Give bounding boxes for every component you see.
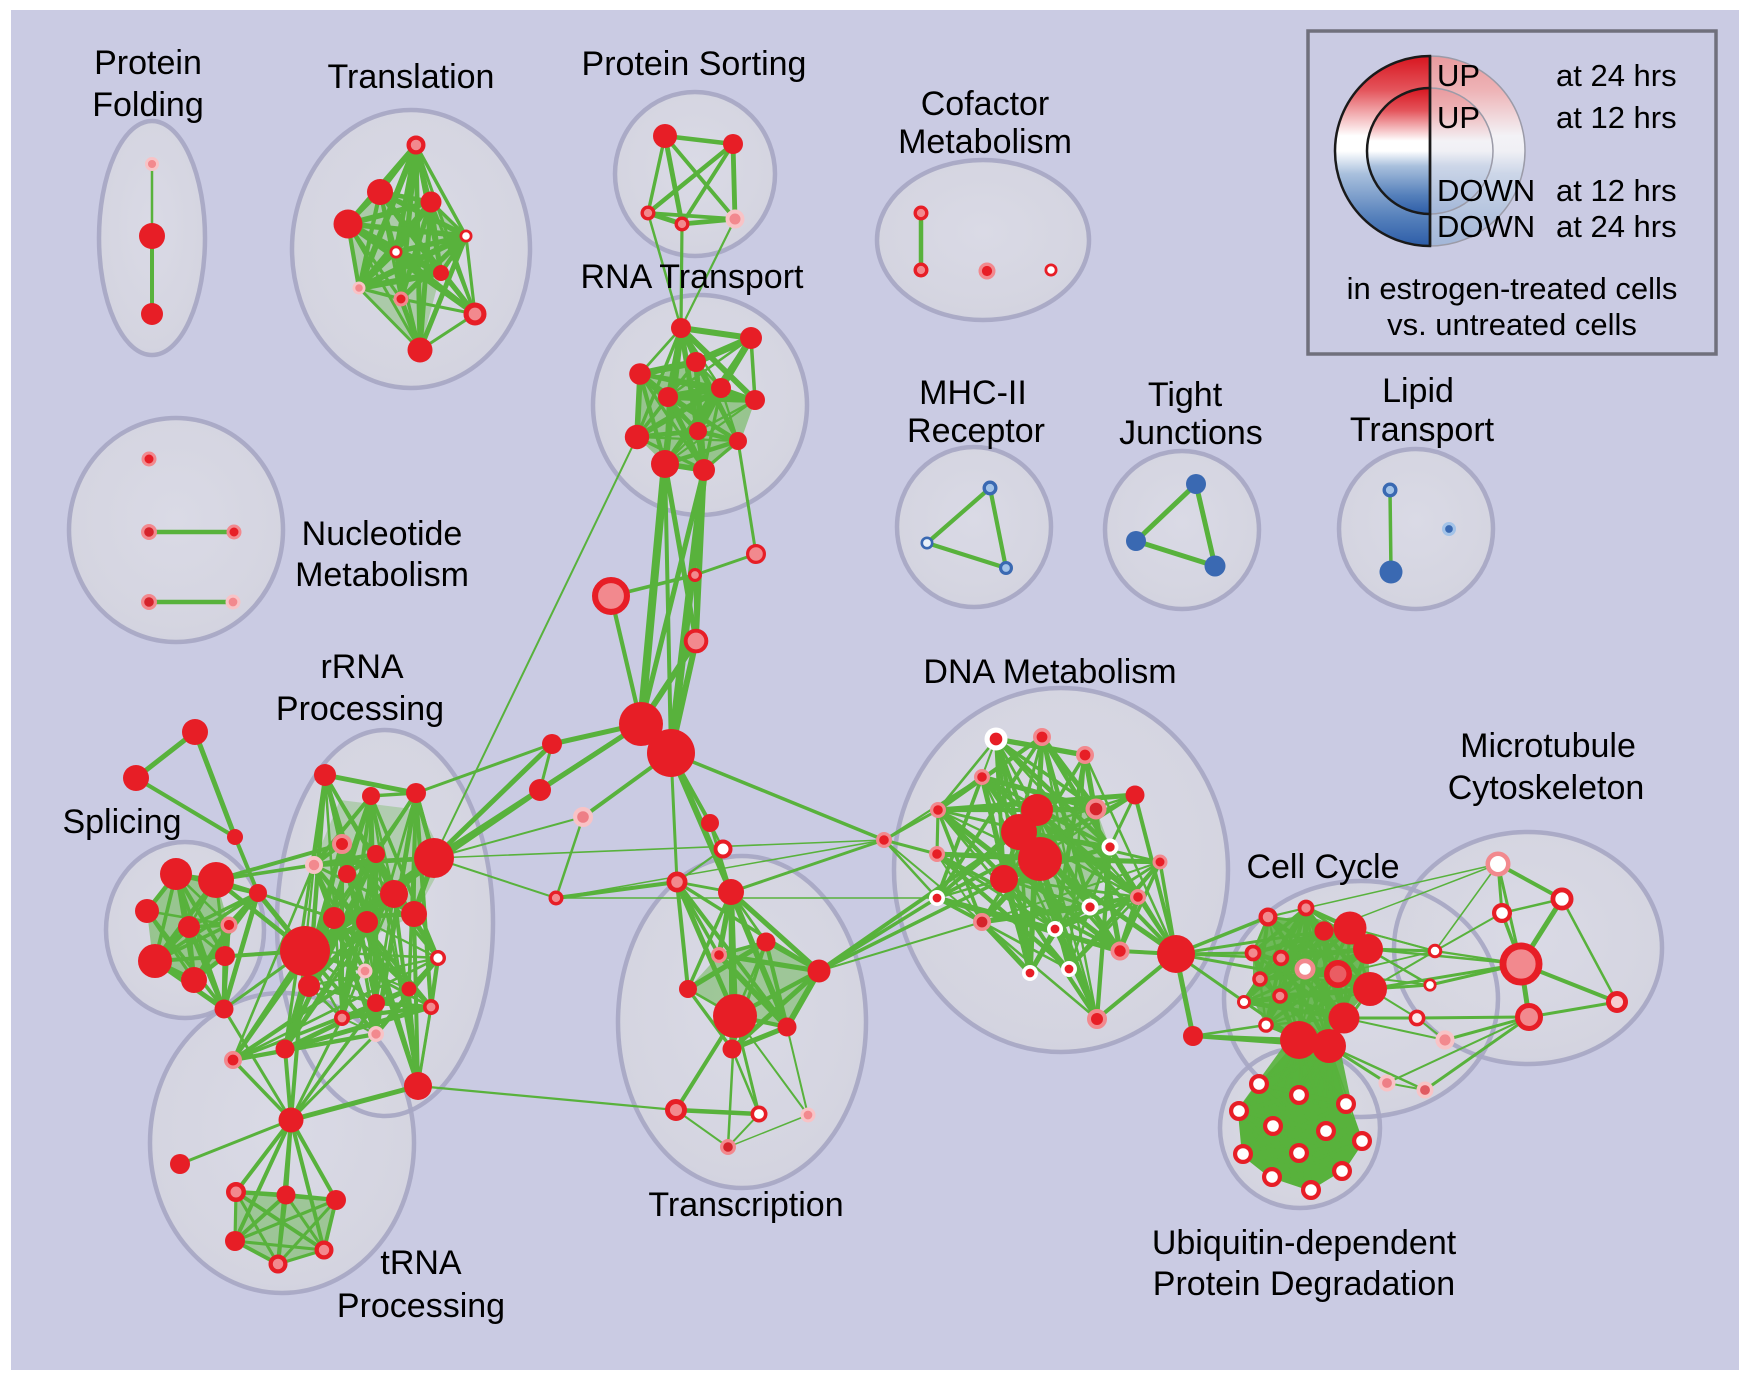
- svg-text:DOWN: DOWN: [1437, 209, 1535, 244]
- svg-text:Transport: Transport: [1350, 411, 1495, 449]
- svg-text:Folding: Folding: [92, 86, 204, 124]
- svg-text:Lipid: Lipid: [1382, 372, 1454, 410]
- svg-text:at 12 hrs: at 12 hrs: [1556, 173, 1677, 208]
- svg-text:tRNA: tRNA: [380, 1244, 462, 1282]
- svg-text:Metabolism: Metabolism: [898, 123, 1072, 161]
- svg-text:Cytoskeleton: Cytoskeleton: [1448, 769, 1645, 807]
- svg-text:Nucleotide: Nucleotide: [302, 515, 463, 553]
- svg-text:at 12 hrs: at 12 hrs: [1556, 100, 1677, 135]
- svg-text:Protein Sorting: Protein Sorting: [582, 45, 807, 83]
- svg-text:Transcription: Transcription: [648, 1186, 843, 1224]
- svg-text:DNA Metabolism: DNA Metabolism: [923, 653, 1176, 691]
- svg-text:Tight: Tight: [1148, 376, 1223, 414]
- svg-text:at 24 hrs: at 24 hrs: [1556, 58, 1677, 93]
- svg-text:RNA Transport: RNA Transport: [581, 258, 805, 296]
- svg-text:Processing: Processing: [276, 690, 444, 728]
- svg-text:Protein: Protein: [94, 44, 202, 82]
- svg-text:Cofactor: Cofactor: [921, 85, 1050, 123]
- svg-text:UP: UP: [1437, 100, 1480, 135]
- svg-text:Receptor: Receptor: [907, 412, 1045, 450]
- svg-text:UP: UP: [1437, 58, 1480, 93]
- svg-text:vs. untreated cells: vs. untreated cells: [1387, 307, 1637, 342]
- svg-text:Microtubule: Microtubule: [1460, 727, 1636, 765]
- svg-text:Junctions: Junctions: [1119, 414, 1263, 452]
- svg-text:Ubiquitin-dependent: Ubiquitin-dependent: [1152, 1224, 1457, 1262]
- svg-text:rRNA: rRNA: [320, 648, 403, 686]
- svg-text:MHC-II: MHC-II: [919, 374, 1027, 412]
- svg-text:Cell Cycle: Cell Cycle: [1246, 848, 1399, 886]
- svg-text:Metabolism: Metabolism: [295, 556, 469, 594]
- svg-text:Protein Degradation: Protein Degradation: [1153, 1265, 1455, 1303]
- svg-text:in estrogen-treated cells: in estrogen-treated cells: [1347, 271, 1678, 306]
- svg-text:Splicing: Splicing: [62, 803, 181, 841]
- svg-text:DOWN: DOWN: [1437, 173, 1535, 208]
- svg-text:Translation: Translation: [328, 58, 495, 96]
- svg-text:Processing: Processing: [337, 1287, 505, 1325]
- svg-text:at 24 hrs: at 24 hrs: [1556, 209, 1677, 244]
